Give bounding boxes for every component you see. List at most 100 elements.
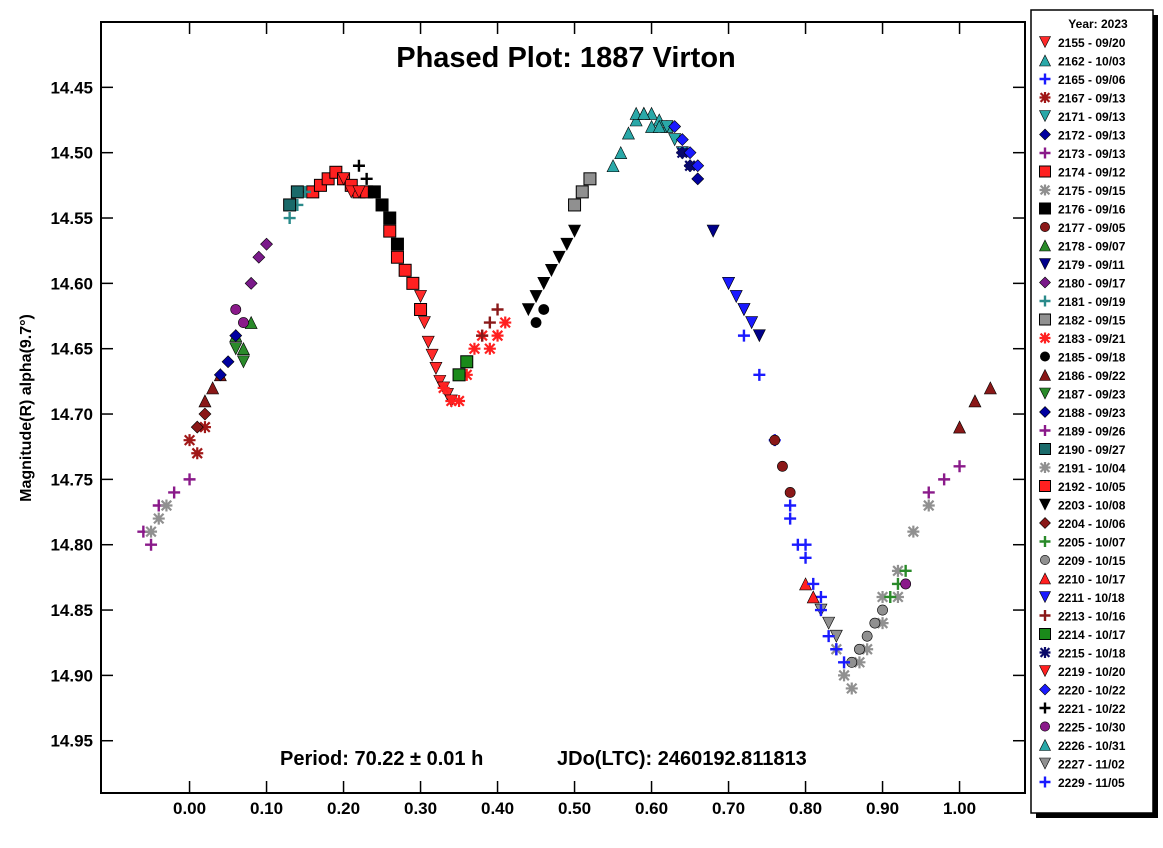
data-point	[460, 368, 473, 381]
legend-marker	[1039, 92, 1051, 103]
legend-label: 2225 - 10/30	[1058, 721, 1126, 735]
data-point	[437, 381, 450, 394]
data-point	[668, 120, 682, 133]
data-point	[777, 460, 788, 472]
legend-label: 2176 - 09/16	[1058, 203, 1126, 217]
data-point	[483, 342, 496, 355]
data-point	[575, 185, 589, 199]
data-point	[283, 212, 296, 225]
legend-label: 2227 - 11/02	[1058, 758, 1125, 772]
legend-label: 2183 - 09/21	[1058, 332, 1126, 346]
data-point	[568, 224, 582, 238]
legend-label: 2165 - 09/06	[1058, 73, 1126, 87]
data-point	[537, 277, 551, 291]
data-point	[191, 447, 204, 460]
data-point	[876, 617, 889, 630]
x-tick-label: 0.20	[327, 799, 360, 818]
data-point	[352, 159, 365, 172]
legend-marker	[1039, 110, 1051, 123]
data-point	[806, 590, 820, 604]
x-tick-label: 1.00	[943, 799, 976, 818]
data-point	[544, 263, 558, 277]
legend-marker	[1039, 610, 1051, 621]
legend-title: Year: 2023	[1068, 17, 1128, 31]
legend-label: 2178 - 09/07	[1058, 240, 1126, 254]
data-point	[722, 277, 736, 291]
legend-marker	[1039, 683, 1051, 696]
data-point	[499, 316, 512, 329]
data-point	[190, 420, 204, 434]
data-point	[877, 604, 888, 616]
data-point	[861, 643, 874, 656]
legend-marker	[1039, 462, 1051, 473]
legend-marker	[1039, 738, 1051, 751]
legend-label: 2215 - 10/18	[1058, 647, 1126, 661]
epoch-annotation: JDo(LTC): 2460192.811813	[557, 748, 807, 770]
data-points	[137, 106, 997, 695]
legend-label: 2226 - 10/31	[1058, 739, 1126, 753]
data-point	[900, 578, 912, 590]
legend-marker	[1039, 239, 1051, 252]
legend-label: 2192 - 10/05	[1058, 480, 1126, 494]
data-point	[229, 342, 243, 356]
data-point	[729, 290, 743, 304]
legend-marker	[1039, 332, 1051, 344]
legend-marker	[1040, 721, 1050, 732]
legend-label: 2214 - 10/17	[1058, 628, 1126, 642]
data-point	[383, 224, 397, 238]
data-point	[198, 421, 211, 434]
data-point	[983, 381, 997, 395]
data-point	[830, 643, 843, 656]
data-point	[884, 590, 897, 603]
data-point	[414, 290, 428, 304]
legend-marker	[1039, 572, 1051, 585]
data-point	[198, 407, 212, 421]
y-tick-label: 14.95	[50, 732, 93, 751]
data-point	[706, 224, 720, 238]
x-tick-label: 0.50	[558, 799, 591, 818]
data-point	[383, 211, 397, 225]
x-tick-label: 0.90	[866, 799, 899, 818]
data-point	[414, 302, 428, 316]
legend-label: 2210 - 10/17	[1058, 573, 1126, 587]
legend-marker	[1039, 184, 1051, 196]
legend-marker	[1039, 73, 1051, 85]
data-point	[236, 355, 250, 369]
data-point	[244, 276, 258, 290]
data-point	[452, 368, 466, 382]
data-point	[822, 616, 836, 630]
data-point	[784, 499, 797, 512]
legend-label: 2186 - 09/22	[1058, 369, 1126, 383]
data-point	[145, 525, 158, 538]
legend-marker	[1039, 776, 1051, 788]
data-point	[953, 420, 967, 434]
x-tick-label: 0.10	[250, 799, 283, 818]
data-point	[899, 564, 912, 577]
data-point	[198, 394, 212, 408]
data-point	[390, 237, 404, 251]
data-point	[737, 329, 750, 342]
data-point	[675, 133, 689, 147]
legend-label: 2203 - 10/08	[1058, 499, 1126, 513]
data-point	[460, 355, 474, 369]
data-point	[483, 316, 496, 329]
legend-marker	[1039, 757, 1051, 770]
data-point	[221, 355, 235, 369]
legend: Year: 2023 2155 - 09/20 2162 - 10/03 2165 …	[1030, 9, 1158, 818]
data-point	[814, 604, 827, 617]
data-point	[606, 159, 620, 173]
legend-marker	[1039, 536, 1051, 547]
legend-marker	[1039, 276, 1051, 289]
legend-marker	[1039, 387, 1051, 400]
legend-box	[1030, 9, 1154, 814]
data-point	[953, 460, 966, 473]
legend-label: 2181 - 09/19	[1058, 295, 1126, 309]
y-axis-label: Magnitude(R) alpha(9.7°)	[18, 314, 35, 502]
data-point	[807, 577, 820, 590]
data-point	[183, 434, 196, 447]
data-point	[568, 198, 582, 212]
legend-marker	[1039, 313, 1051, 326]
data-point	[230, 304, 242, 315]
data-point	[168, 486, 181, 499]
